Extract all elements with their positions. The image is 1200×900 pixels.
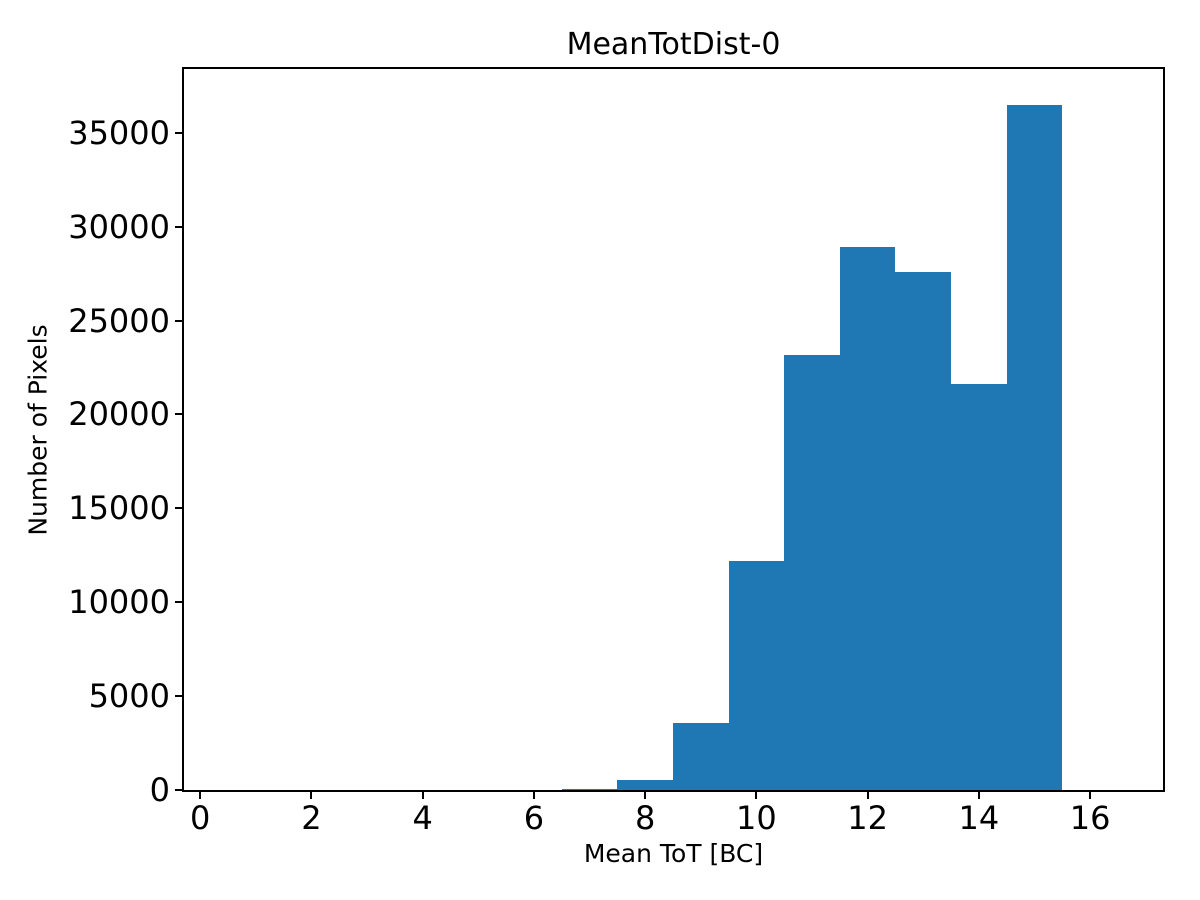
x-tick-label: 0 [189,799,211,837]
histogram-bar [728,560,785,790]
x-axis-label: Mean ToT [BC] [583,839,764,868]
x-tick-mark [199,792,202,799]
x-tick-label: 16 [1069,799,1111,837]
y-tick-label: 25000 [68,301,170,340]
x-tick-label: 14 [958,799,1000,837]
chart-title: MeanTotDist-0 [566,27,781,62]
x-tick-mark [977,792,980,799]
histogram-bar [672,723,729,790]
x-tick-label: 2 [301,799,322,837]
y-tick-label: 5000 [88,677,170,716]
y-tick-label: 15000 [68,489,170,528]
y-tick-mark [175,789,182,791]
y-tick-mark [175,601,182,604]
histogram-bar [895,271,952,790]
y-tick-mark [175,131,182,134]
histogram-bar [1006,104,1063,790]
y-tick-mark [175,507,182,510]
x-tick-mark [532,792,535,799]
y-tick-label: 10000 [68,583,170,622]
histogram-bar [617,779,673,790]
x-tick-label: 4 [412,799,433,837]
y-tick-label: 35000 [68,113,170,152]
histogram-bar [784,355,840,790]
y-tick-mark [175,413,182,416]
x-tick-label: 12 [847,799,888,837]
y-tick-label: 20000 [68,395,170,434]
y-tick-mark [175,225,182,228]
histogram-bar [839,247,896,790]
x-tick-mark [310,792,313,799]
x-tick-label: 8 [634,799,656,837]
x-tick-mark [1089,792,1092,799]
y-tick-label: 30000 [68,207,170,246]
x-tick-mark [755,792,758,799]
histogram-bar [561,788,618,790]
x-tick-label: 6 [523,799,545,837]
y-axis-label: Number of Pixels [23,324,53,536]
y-tick-mark [175,319,182,322]
x-tick-label: 10 [736,799,777,837]
x-tick-mark [866,792,869,799]
y-tick-label: 0 [149,771,170,809]
x-tick-mark [421,792,424,799]
y-tick-mark [175,695,182,698]
histogram-bar [951,383,1007,790]
plot-area: 0 2 4 6 8 10 12 14 16 0 5000 10000 15000 20000 25000 30… [68,67,1165,834]
x-tick-mark [644,792,647,799]
